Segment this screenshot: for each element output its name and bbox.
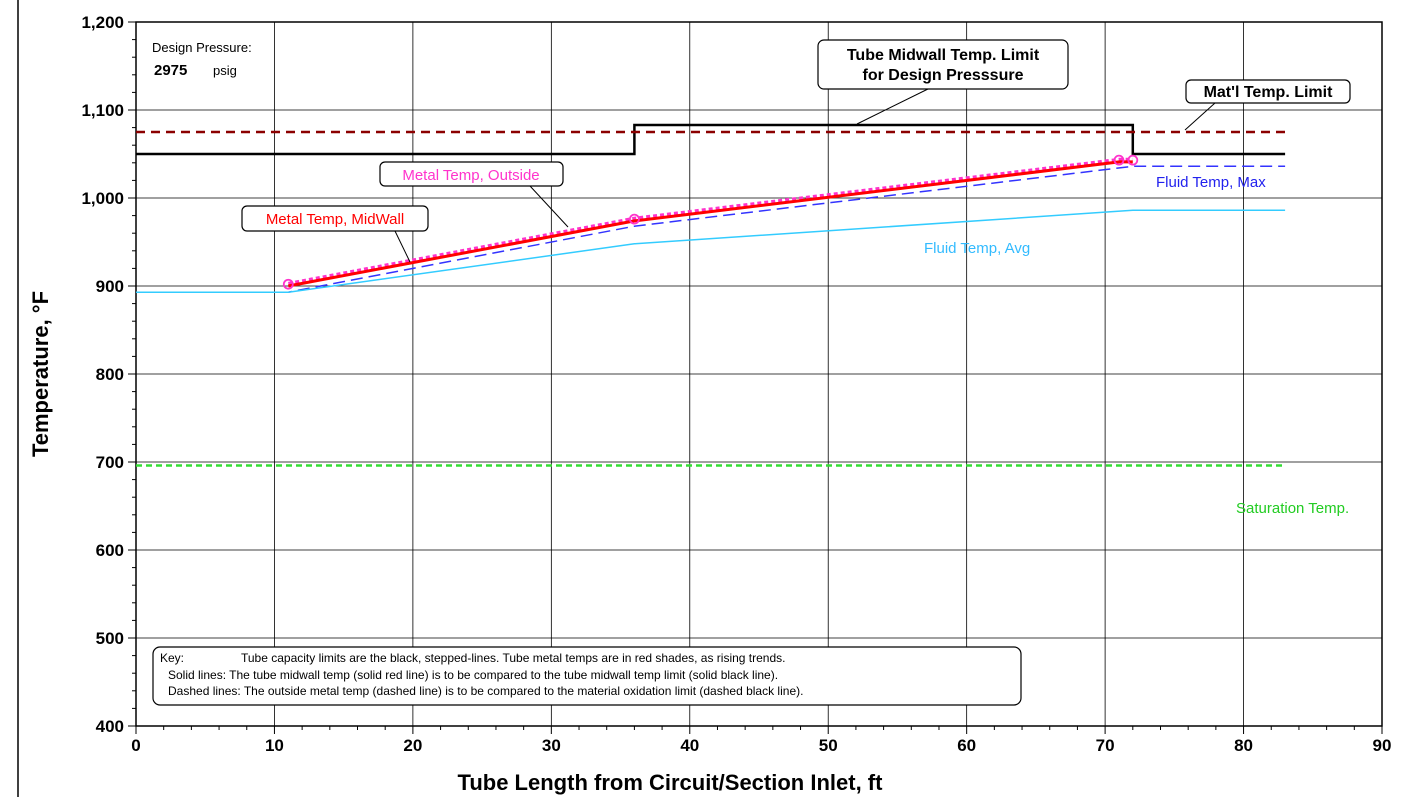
- key-box: [152, 646, 1022, 706]
- x-tick-label: 10: [265, 736, 284, 755]
- x-tick-label: 30: [542, 736, 561, 755]
- design-pressure-label: Design Pressure:: [152, 40, 252, 55]
- x-tick-label: 60: [957, 736, 976, 755]
- x-tick-label: 90: [1373, 736, 1392, 755]
- metal-midwall-callout-box: [241, 205, 429, 232]
- matl-limit-callout-box: [1185, 79, 1351, 104]
- y-axis-title: Temperature, °F: [28, 291, 53, 457]
- key-label: Key:: [160, 651, 184, 665]
- y-tick-label: 1,100: [81, 101, 124, 120]
- metal-outside-callout-box: [379, 161, 564, 187]
- series-metal-temp-midwall: [288, 160, 1133, 288]
- data-marker: [629, 213, 640, 225]
- y-tick-label: 1,200: [81, 13, 124, 32]
- midwall-limit-callout-box: [817, 39, 1069, 90]
- x-tick-label: 40: [680, 736, 699, 755]
- series-tube-midwall-temp-limit-for-design-presssure: [136, 123, 1286, 156]
- y-tick-label: 600: [96, 541, 124, 560]
- key-line3: Dashed lines: The outside metal temp (da…: [168, 684, 803, 698]
- metal-outside-callout-text: Metal Temp, Outside: [402, 167, 539, 184]
- midwall-limit-leader: [856, 87, 931, 125]
- midwall-limit-callout-line2: for Design Presssure: [863, 67, 1024, 84]
- data-marker: [1127, 154, 1139, 166]
- x-tick-label: 20: [403, 736, 422, 755]
- ticks: 0 10 20 30 40 50 60 70 80 90 400 500 600 700 800 900 1,0…: [81, 13, 1391, 755]
- y-tick-label: 1,000: [81, 189, 124, 208]
- x-axis-title: Tube Length from Circuit/Section Inlet, …: [458, 770, 884, 795]
- fluid-max-label: Fluid Temp, Max: [1156, 174, 1266, 191]
- saturation-label: Saturation Temp.: [1236, 500, 1349, 517]
- x-tick-label: 80: [1234, 736, 1253, 755]
- series-fluid-temp-avg: [136, 209, 1286, 293]
- design-pressure-unit: psig: [213, 63, 237, 78]
- y-tick-label: 500: [96, 629, 124, 648]
- y-tick-label: 400: [96, 717, 124, 736]
- matl-limit-callout-text: Mat'l Temp. Limit: [1204, 84, 1334, 101]
- midwall-limit-callout-line1: Tube Midwall Temp. Limit: [847, 47, 1040, 64]
- metal-outside-leader: [529, 185, 569, 228]
- metal-midwall-callout-text: Metal Temp, MidWall: [266, 211, 404, 228]
- y-tick-label: 900: [96, 277, 124, 296]
- x-tick-label: 70: [1096, 736, 1115, 755]
- data-marker: [282, 278, 294, 290]
- grid: [136, 22, 1382, 726]
- matl-limit-leader: [1184, 102, 1216, 131]
- y-tick-label: 800: [96, 365, 124, 384]
- series-metal-temp-outside: [288, 157, 1133, 285]
- key-line2: Solid lines: The tube midwall temp (soli…: [168, 668, 778, 682]
- series-group: [136, 123, 1286, 467]
- y-tick-label: 700: [96, 453, 124, 472]
- markers-group: [282, 154, 1139, 290]
- x-tick-label: 50: [819, 736, 838, 755]
- fluid-avg-label: Fluid Temp, Avg: [924, 240, 1030, 257]
- x-tick-label: 0: [131, 736, 140, 755]
- key-line1: Tube capacity limits are the black, step…: [241, 651, 786, 665]
- data-marker: [1113, 154, 1125, 166]
- metal-midwall-leader: [394, 230, 411, 263]
- design-pressure-value: 2975: [154, 62, 187, 79]
